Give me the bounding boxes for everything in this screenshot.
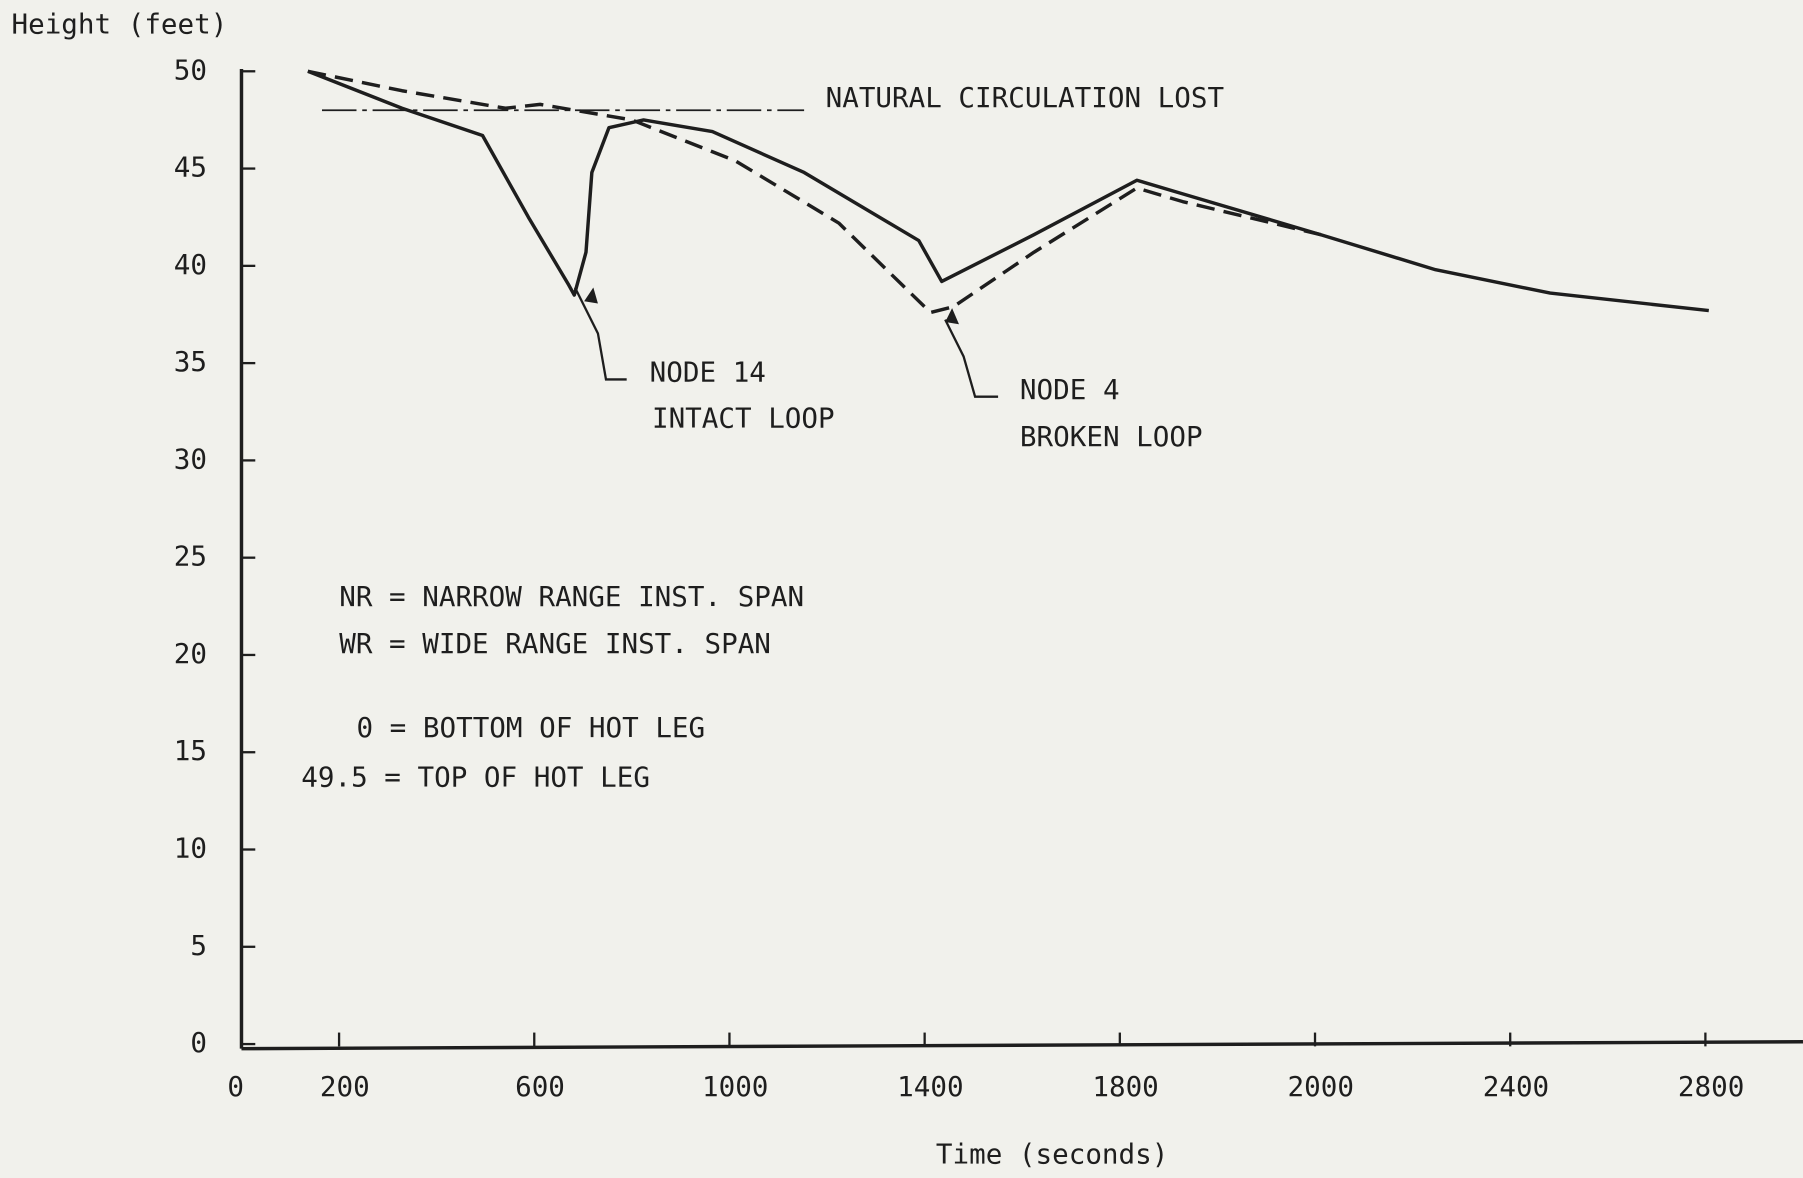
x-tick-label: 600 [515, 1070, 565, 1103]
note: NR = NARROW RANGE INST. SPAN [339, 580, 804, 613]
series-line [307, 69, 1710, 313]
y-tick-label: 30 [174, 442, 207, 475]
series-label: BROKEN LOOP [1020, 420, 1203, 453]
y-tick-label: 15 [174, 734, 207, 767]
x-tick-label: 2000 [1288, 1070, 1354, 1103]
x-tick-label: 2400 [1483, 1070, 1549, 1103]
x-tick-label: 1800 [1092, 1070, 1158, 1103]
series-label: NODE 4 [1020, 373, 1120, 406]
x-tick-label: 0 [227, 1070, 244, 1103]
y-tick-label: 35 [174, 345, 207, 378]
x-axis [241, 1040, 1803, 1051]
x-tick-label: 200 [320, 1070, 370, 1103]
y-tick-label: 50 [174, 53, 207, 86]
y-axis-label: Height (feet) [12, 7, 228, 40]
x-axis-label: Time (seconds) [936, 1138, 1168, 1171]
y-tick-label: 20 [174, 637, 207, 670]
leader-line [573, 286, 627, 381]
y-tick-label: 45 [174, 151, 207, 184]
y-tick-label: 10 [174, 832, 207, 865]
x-tick-label: 1000 [702, 1070, 768, 1103]
series-label: INTACT LOOP [652, 402, 835, 435]
y-tick-label: 5 [190, 929, 207, 962]
leader-line [944, 319, 999, 398]
series-label: NODE 14 [650, 356, 766, 389]
annotation: NATURAL CIRCULATION LOST [826, 81, 1224, 114]
y-tick-label: 40 [174, 248, 207, 281]
x-tick-label: 1400 [897, 1070, 963, 1103]
series-line [307, 69, 1322, 315]
note: 0 = BOTTOM OF HOT LEG [356, 711, 705, 744]
y-tick-label: 25 [174, 540, 207, 573]
y-tick-label: 0 [190, 1026, 207, 1059]
x-tick-label: 2800 [1678, 1070, 1744, 1103]
arrowhead [584, 287, 598, 304]
note: 49.5 = TOP OF HOT LEG [301, 760, 650, 793]
note: WR = WIDE RANGE INST. SPAN [339, 627, 771, 660]
arrowhead [945, 308, 959, 325]
